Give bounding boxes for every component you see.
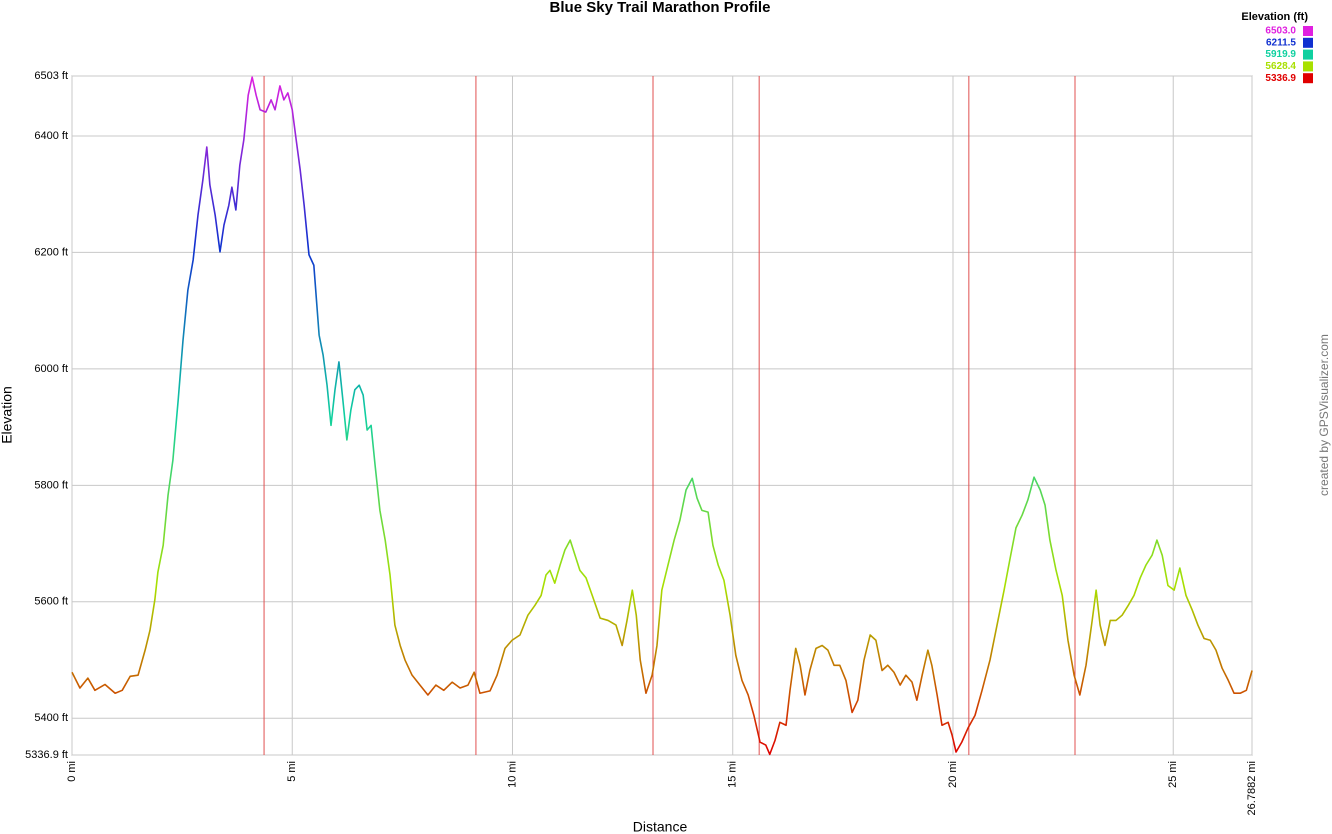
legend-swatch [1303,26,1313,36]
y-tick-label: 5800 ft [34,479,68,491]
y-tick-label: 5600 ft [34,596,68,608]
legend-label: 5919.9 [1265,49,1296,60]
legend-swatch [1303,49,1313,60]
legend-label: 6503.0 [1265,26,1296,37]
legend-label: 5336.9 [1265,73,1296,84]
legend-swatch [1303,61,1313,72]
y-tick-label: 6503 ft [34,70,68,82]
y-tick-label: 6000 ft [34,363,68,375]
plot-area [71,75,1253,756]
x-tick-label: 15 mi [727,761,739,788]
y-tick-label: 5336.9 ft [25,749,68,761]
x-tick-label: 20 mi [947,761,959,788]
x-tick-label: 10 mi [506,761,518,788]
x-tick-label: 25 mi [1167,761,1179,788]
y-axis-label: Elevation [0,386,15,444]
legend-label: 5628.4 [1265,61,1296,72]
legend-swatch [1303,73,1313,84]
legend-label: 6211.5 [1266,37,1296,48]
x-tick-label: 26.7882 mi [1246,761,1258,815]
y-tick-label: 6200 ft [34,246,68,258]
chart-title: Blue Sky Trail Marathon Profile [550,0,771,16]
legend-swatch [1303,37,1313,48]
x-tick-label: 5 mi [286,761,298,782]
legend-title: Elevation (ft) [1241,11,1308,23]
elevation-line [71,76,1253,756]
x-tick-label: 0 mi [66,761,78,782]
x-axis-label: Distance [633,819,688,834]
y-tick-label: 6400 ft [34,130,68,142]
credit: created by GPSVisualizer.com [1317,334,1331,496]
y-tick-label: 5400 ft [34,712,68,724]
